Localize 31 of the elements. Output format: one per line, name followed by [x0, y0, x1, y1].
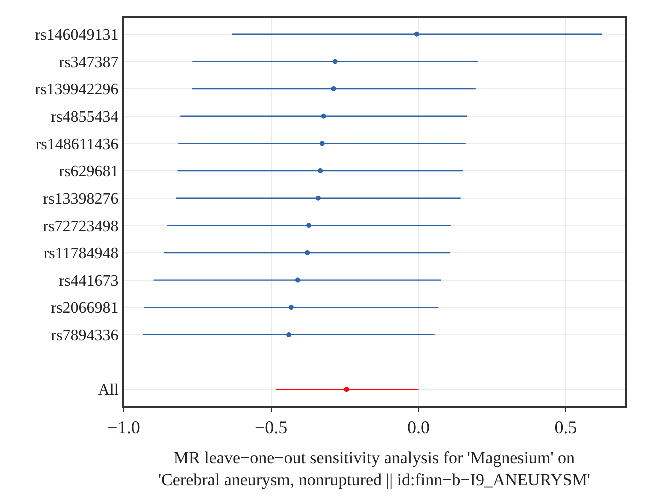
point [414, 32, 420, 37]
y-tick-label: rs72723498 [43, 218, 119, 236]
y-tick-label: rs148611436 [36, 136, 119, 154]
y-tick-label: rs441673 [59, 272, 119, 290]
y-tick-label: rs4855434 [51, 108, 119, 126]
x-axis-title: MR leave−one−out sensitivity analysis for 'Magnesium' on 'Cerebral aneurysm, nonruptured || id:finn−b−I9_ANEURYSM' [158, 448, 591, 490]
x-tick-label: 0.5 [554, 418, 578, 438]
point [288, 305, 294, 310]
y-tick-label: rs139942296 [35, 82, 119, 99]
x-tick-label: −1.0 [108, 418, 140, 438]
x-tick-label: 0.0 [407, 418, 430, 438]
x-tick-label: −0.5 [255, 418, 288, 438]
y-tick-label: All [98, 382, 120, 400]
point [305, 250, 310, 256]
point [332, 59, 338, 64]
y-tick-label: rs7894336 [51, 328, 119, 345]
point [316, 196, 322, 201]
point [286, 332, 292, 338]
point [318, 168, 324, 174]
y-tick-label: rs347387 [59, 54, 119, 72]
point [331, 86, 336, 92]
point [320, 141, 325, 146]
y-tick-label: rs13398276 [43, 190, 119, 208]
point [344, 387, 350, 392]
y-tick-label: rs11784948 [44, 246, 119, 263]
y-tick-label: rs2066981 [51, 300, 119, 318]
point [295, 278, 300, 283]
y-tick-label: rs146049131 [35, 26, 119, 44]
point [321, 114, 326, 119]
y-tick-label: rs629681 [59, 164, 119, 181]
point [306, 223, 312, 228]
